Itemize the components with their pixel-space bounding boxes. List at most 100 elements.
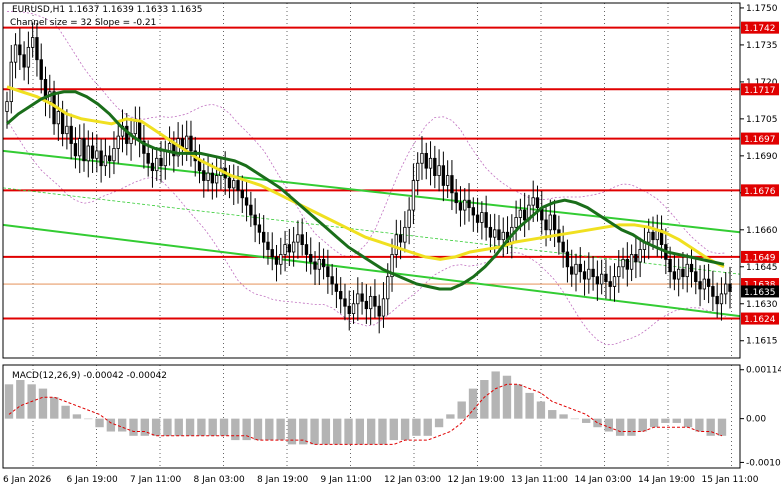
candle-bull bbox=[214, 175, 219, 184]
candle-bull bbox=[437, 165, 441, 176]
candle-bull bbox=[724, 283, 728, 295]
macd-hist-bar bbox=[661, 418, 670, 423]
macd-hist-bar bbox=[310, 418, 319, 445]
channel-upper-line bbox=[2, 149, 741, 234]
macd-hist-bar bbox=[287, 418, 297, 445]
macd-hist-bar bbox=[400, 418, 410, 441]
candle-bear bbox=[488, 226, 493, 238]
macd-hist-bar bbox=[50, 397, 59, 419]
candle-bull bbox=[283, 244, 287, 255]
candle-bull bbox=[9, 61, 13, 103]
candle-bear bbox=[364, 300, 369, 310]
x-tick-label: 12 Jan 19:00 bbox=[448, 475, 505, 485]
candle-bear bbox=[270, 249, 274, 258]
y-tick-label: 1.1750 bbox=[746, 4, 778, 14]
ma-fast-line bbox=[6, 90, 725, 291]
macd-hist-bar bbox=[174, 418, 183, 436]
x-tick-label: 6 Jan 2026 bbox=[3, 475, 51, 485]
candle-bear bbox=[304, 244, 309, 255]
candle-bear bbox=[321, 258, 326, 268]
level-label: 1.1742 bbox=[744, 24, 776, 34]
candle-bull bbox=[381, 298, 386, 317]
level-label-bg bbox=[741, 250, 779, 263]
candle-bear bbox=[672, 271, 677, 280]
candle-bear bbox=[227, 177, 232, 189]
macd-hist-bar bbox=[16, 380, 25, 419]
macd-hist-bar bbox=[129, 418, 138, 436]
macd-y-tick-label: 0.00 bbox=[746, 415, 766, 425]
candle-bear bbox=[142, 140, 146, 154]
candle-bear bbox=[467, 199, 471, 209]
candle-bear bbox=[300, 234, 304, 245]
moving-averages-layer bbox=[6, 85, 725, 291]
candle-bull bbox=[493, 229, 497, 238]
macd-hist-bar bbox=[185, 418, 195, 436]
candle-bear bbox=[69, 125, 73, 144]
macd-hist-bar bbox=[106, 418, 116, 432]
level-label: 1.1717 bbox=[744, 86, 776, 96]
candle-bull bbox=[445, 175, 450, 186]
candle-bull bbox=[279, 254, 283, 265]
macd-hist-bar bbox=[299, 418, 308, 445]
candle-bear bbox=[668, 258, 672, 273]
candle-bear bbox=[694, 271, 698, 282]
candle-bull bbox=[95, 150, 99, 159]
candle-bear bbox=[424, 152, 428, 169]
candle-bull bbox=[685, 263, 689, 278]
macd-hist-bar bbox=[151, 418, 161, 436]
macd-hist-bar bbox=[276, 418, 285, 441]
macd-hist-bar bbox=[649, 418, 659, 428]
macd-hist-bar bbox=[355, 418, 365, 445]
macd-signal-line bbox=[8, 383, 723, 445]
macd-hist-bar bbox=[231, 418, 240, 441]
channel-lower-line bbox=[2, 223, 741, 318]
main-frame bbox=[2, 2, 741, 359]
candle-bull bbox=[86, 145, 90, 162]
macd-hist-bar bbox=[717, 418, 727, 436]
candle-bull bbox=[416, 162, 420, 181]
x-tick-label: 8 Jan 19:00 bbox=[257, 475, 309, 485]
candle-bear bbox=[578, 263, 582, 273]
candle-bear bbox=[309, 254, 313, 263]
macd-hist-bar bbox=[242, 418, 251, 441]
candle-bull bbox=[420, 152, 424, 164]
candle-bear bbox=[728, 283, 732, 292]
bollinger-upper bbox=[6, 11, 726, 258]
candle-bear bbox=[257, 224, 262, 233]
candle-bull bbox=[403, 226, 407, 243]
macd-title: MACD(12,26,9) -0.00042 -0.00042 bbox=[12, 371, 167, 381]
candle-bear bbox=[441, 165, 446, 186]
candle-bear bbox=[150, 162, 155, 172]
channel-mid-line bbox=[2, 187, 741, 275]
level-label: 1.1676 bbox=[744, 187, 776, 197]
y-tick-label: 1.1615 bbox=[746, 337, 778, 347]
candle-bull bbox=[116, 135, 120, 149]
candle-bear bbox=[475, 214, 480, 223]
macd-hist-bar bbox=[366, 418, 376, 445]
candle-bear bbox=[73, 143, 78, 157]
candle-bear bbox=[715, 295, 719, 305]
candle-bear bbox=[454, 192, 458, 204]
macd-hist-bar bbox=[695, 418, 704, 432]
candle-bear bbox=[458, 202, 463, 211]
x-tick-label: 12 Jan 03:00 bbox=[384, 475, 441, 485]
candle-bear bbox=[651, 231, 655, 241]
macd-hist-bar bbox=[604, 418, 614, 432]
macd-hist-bar bbox=[208, 418, 217, 436]
y-tick-label: 1.1660 bbox=[746, 226, 778, 236]
candle-bull bbox=[612, 276, 617, 287]
level-label: 1.1624 bbox=[744, 315, 776, 325]
candle-bear bbox=[561, 241, 565, 253]
candle-bear bbox=[484, 212, 488, 228]
candle-bull bbox=[133, 120, 138, 135]
candle-bull bbox=[356, 293, 360, 305]
macd-hist-bar bbox=[389, 418, 398, 441]
candle-bear bbox=[634, 254, 638, 263]
candle-bear bbox=[313, 261, 317, 270]
candle-bear bbox=[253, 214, 257, 226]
candle-bear bbox=[137, 120, 142, 142]
candle-bear bbox=[595, 276, 600, 285]
candle-bull bbox=[317, 258, 321, 270]
macd-hist-bar bbox=[638, 418, 647, 432]
candle-bull bbox=[351, 303, 356, 315]
